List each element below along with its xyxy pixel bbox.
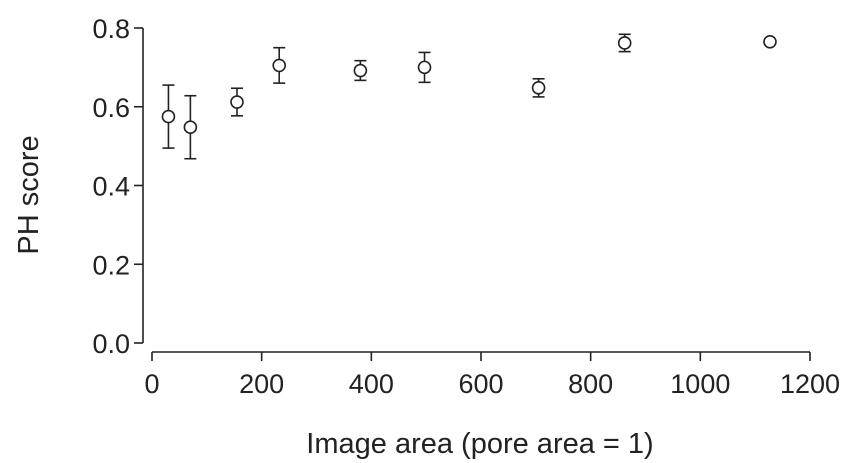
x-tick-label: 1200 bbox=[780, 369, 840, 399]
y-tick-label: 0.6 bbox=[92, 93, 130, 123]
data-point bbox=[763, 34, 777, 49]
y-tick-label: 0.8 bbox=[92, 14, 130, 44]
y-tick-label: 0.2 bbox=[92, 250, 130, 280]
marker-circle bbox=[417, 60, 432, 75]
data-point bbox=[531, 77, 546, 98]
x-axis-label: Image area (pore area = 1) bbox=[306, 428, 653, 460]
data-point bbox=[617, 33, 632, 53]
x-axis: 0 200 400 600 800 1000 1200 bbox=[144, 351, 840, 399]
marker-circle bbox=[230, 95, 244, 109]
data-points bbox=[161, 33, 777, 160]
data-point bbox=[230, 87, 244, 117]
marker-circle bbox=[763, 34, 777, 49]
data-point bbox=[417, 51, 432, 84]
marker-circle bbox=[531, 81, 546, 95]
y-axis-label: PH score bbox=[13, 135, 45, 254]
x-tick-label: 400 bbox=[349, 369, 394, 399]
data-point bbox=[161, 84, 176, 149]
data-point bbox=[183, 94, 198, 160]
y-axis: 0.0 0.2 0.4 0.6 0.8 bbox=[92, 14, 144, 359]
x-tick-label: 1000 bbox=[670, 369, 730, 399]
y-tick-label: 0.0 bbox=[92, 329, 130, 359]
marker-circle bbox=[617, 36, 632, 50]
data-point bbox=[353, 59, 368, 82]
marker-circle bbox=[161, 109, 176, 124]
y-tick-label: 0.4 bbox=[92, 172, 130, 202]
x-tick-label: 800 bbox=[568, 369, 613, 399]
marker-circle bbox=[272, 58, 287, 73]
marker-circle bbox=[353, 63, 368, 78]
x-tick-label: 600 bbox=[458, 369, 503, 399]
marker-circle bbox=[183, 120, 198, 135]
x-tick-label: 200 bbox=[239, 369, 284, 399]
data-point bbox=[272, 46, 287, 84]
x-tick-label: 0 bbox=[144, 369, 159, 399]
